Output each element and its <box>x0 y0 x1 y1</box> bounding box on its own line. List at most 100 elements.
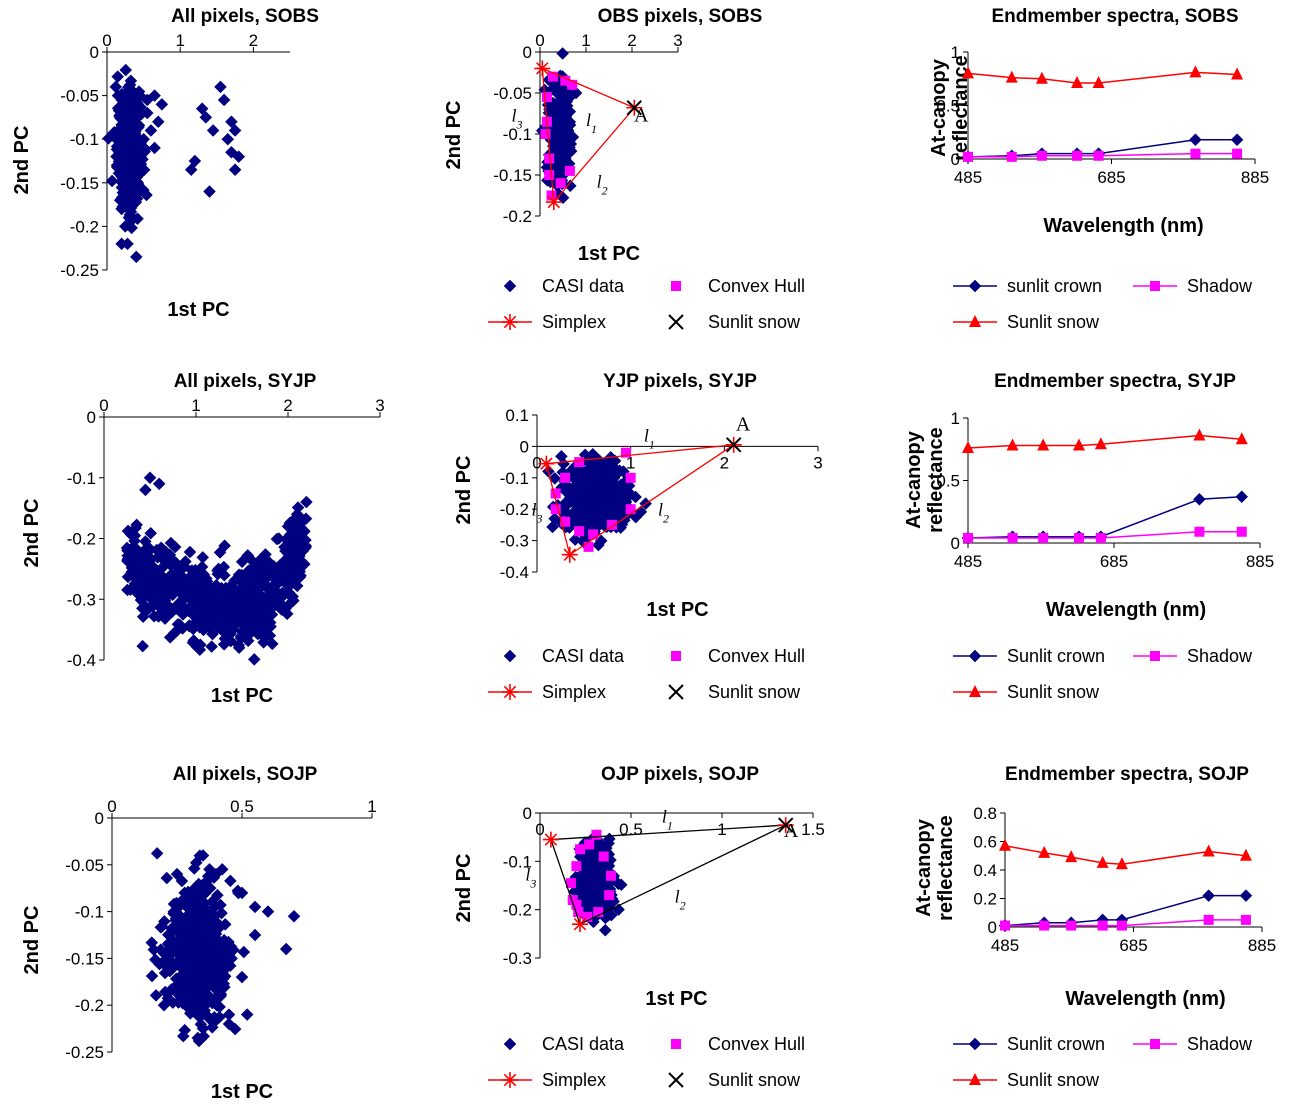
data-point <box>560 99 574 113</box>
data-point <box>144 124 158 137</box>
x-tick-label: 3 <box>673 31 682 50</box>
data-point <box>228 124 242 137</box>
legend-label: sunlit crown <box>1007 276 1102 296</box>
data-point <box>126 185 139 198</box>
legend-item: Sunlit crown <box>953 1034 1105 1054</box>
data-point <box>1006 438 1019 451</box>
data-point <box>605 870 616 881</box>
data-point <box>546 190 557 201</box>
data-point <box>1230 133 1244 147</box>
legend-item: Convex Hull <box>671 1034 805 1054</box>
legend-marker <box>671 651 681 661</box>
legend-marker <box>503 649 517 663</box>
x-tick-label: 3 <box>813 453 822 472</box>
legend-item: Sunlit crown <box>953 646 1105 666</box>
annotation-subscript: 2 <box>602 183 608 197</box>
legend-yjp-syjp: CASI data Convex Hull Simplex Sunlit snow <box>488 646 805 702</box>
x-tick-label: 0.5 <box>230 797 254 816</box>
data-point <box>195 102 209 116</box>
data-point <box>292 521 306 535</box>
data-point <box>203 185 216 198</box>
y-tick-label: 0 <box>95 809 104 828</box>
data-point <box>1190 148 1201 159</box>
data-point <box>119 106 133 120</box>
legend-label: Convex Hull <box>708 1034 805 1054</box>
y-axis-label-line2: reflectance <box>950 55 972 161</box>
y-axis-label: At-canopy reflectance <box>903 427 947 533</box>
data-point <box>574 457 585 468</box>
data-point <box>199 111 213 124</box>
y-tick-label: -0.1 <box>503 125 532 144</box>
data-point <box>121 524 135 538</box>
y-tick-label: -0.3 <box>503 949 532 968</box>
data-point <box>206 124 220 137</box>
chart-spectra-sojp: Endmember spectra, SOJP 0 0.2 0.4 0.6 0.8 485 6… <box>913 764 1276 1010</box>
y-tick-label: -0.2 <box>70 217 99 236</box>
annotation-label: l2 <box>597 171 608 197</box>
y-tick-label: -0.05 <box>60 87 99 106</box>
data-point <box>1066 920 1077 931</box>
y-tick-label: -0.25 <box>60 261 99 280</box>
y-tick-label: -0.15 <box>65 949 104 968</box>
legend-item: Sunlit snow <box>953 1070 1100 1090</box>
data-point <box>1072 438 1085 451</box>
data-point <box>540 129 551 139</box>
data-point <box>963 533 973 543</box>
data-point <box>224 874 237 888</box>
data-point <box>999 838 1011 851</box>
y-tick-label: -0.2 <box>67 530 96 549</box>
data-point <box>626 100 643 116</box>
series-sunlit-snow <box>962 428 1248 453</box>
x-tick-label: 1 <box>191 396 200 415</box>
x-axis-label: 1st PC <box>578 243 640 265</box>
y-tick-label: -0.2 <box>500 500 529 519</box>
legend-marker <box>668 1072 684 1088</box>
data-point <box>1037 438 1050 451</box>
legend-marker <box>968 1037 982 1051</box>
data-point <box>1203 914 1214 925</box>
data-point <box>115 202 128 216</box>
y-tick-label: -0.3 <box>500 532 529 551</box>
chart-all-syjp: All pixels, SYJP 0 -0.1 -0.2 -0.3 -0.4 0 1 2 3 1st… <box>21 371 385 707</box>
legend-ojp-sojp: CASI data Convex Hull Simplex Sunlit snow <box>488 1034 805 1090</box>
y-axis-label-line1: At-canopy <box>903 430 925 529</box>
x-tick-label: 685 <box>1119 936 1147 955</box>
legend-label: Simplex <box>542 312 606 332</box>
y-tick-label: -0.05 <box>493 84 532 103</box>
legend-item: Shadow <box>1133 646 1253 666</box>
legend-item: Simplex <box>488 682 606 702</box>
x-tick-label: 485 <box>954 552 982 571</box>
data-point <box>126 126 140 140</box>
x-tick-label: 685 <box>1097 168 1125 187</box>
data-point <box>1097 920 1108 931</box>
data-point <box>1202 889 1216 903</box>
series-pixels <box>102 63 246 264</box>
legend-label: CASI data <box>542 1034 625 1054</box>
x-tick-label: 0 <box>102 31 111 50</box>
data-point <box>225 115 238 129</box>
chart-title: All pixels, SYJP <box>174 371 317 392</box>
y-tick-label: 0.4 <box>973 861 997 880</box>
annotation-label: l1 <box>662 807 673 833</box>
y-tick-label: -0.1 <box>500 469 529 488</box>
y-tick-label: -0.15 <box>60 174 99 193</box>
data-point <box>151 115 165 129</box>
data-point <box>235 568 248 582</box>
y-tick-label: -0.1 <box>67 469 96 488</box>
data-point <box>962 66 974 79</box>
data-point <box>240 1008 254 1021</box>
legend-item: Simplex <box>488 312 606 332</box>
y-axis-label-line2: reflectance <box>925 427 947 533</box>
legend-label: CASI data <box>542 646 625 666</box>
annotation-text: l1 <box>662 807 673 833</box>
data-point <box>221 132 235 146</box>
data-point <box>1189 65 1202 78</box>
data-point <box>1193 492 1206 506</box>
chart-all-sobs: All pixels, SOBS 0 -0.05 -0.1 -0.15 -0.2 -0.25… <box>11 6 319 321</box>
y-tick-label: 1 <box>951 409 960 428</box>
y-tick-label: -0.4 <box>67 651 96 670</box>
data-point <box>140 106 154 120</box>
data-point <box>538 455 555 472</box>
data-point <box>122 211 136 225</box>
